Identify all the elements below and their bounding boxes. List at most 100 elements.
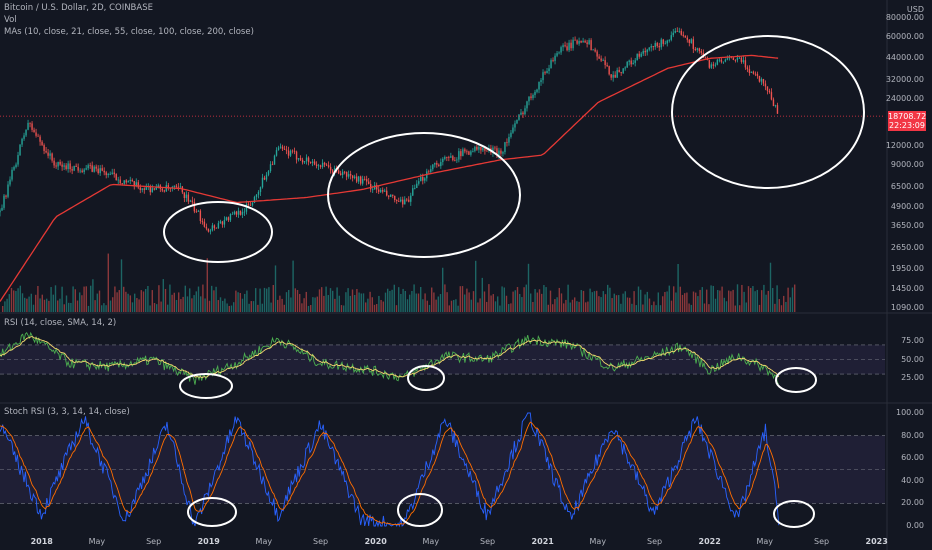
candle-body — [175, 185, 178, 187]
volume-bar — [492, 294, 494, 312]
stoch-rsi-label[interactable]: Stoch RSI (3, 3, 14, 14, close) — [4, 407, 130, 417]
volume-bar — [648, 298, 651, 312]
volume-bar — [402, 288, 404, 312]
volume-bar — [114, 286, 116, 312]
volume-bar — [508, 304, 510, 312]
candle-body — [486, 150, 488, 152]
volume-bar — [488, 284, 490, 312]
volume-bar — [794, 284, 796, 312]
volume-bar — [690, 304, 692, 312]
candle-body — [768, 90, 771, 93]
volume-bar — [739, 305, 741, 312]
candle-body — [664, 43, 666, 45]
candle-body — [522, 112, 524, 115]
candle-body — [416, 183, 418, 188]
candle-body — [327, 165, 330, 167]
candle-body — [592, 49, 594, 51]
candle-body — [153, 188, 155, 190]
volume-bar — [514, 290, 516, 312]
volume-bar — [349, 295, 351, 312]
rsi-label[interactable]: RSI (14, close, SMA, 14, 2) — [4, 318, 117, 328]
ma-label[interactable]: MAs (10, close, 21, close, 55, close, 10… — [4, 27, 254, 37]
volume-bar — [120, 259, 123, 312]
candle-body — [568, 42, 570, 51]
time-tick: Sep — [480, 537, 496, 546]
volume-bar — [567, 284, 569, 312]
candle-body — [229, 214, 232, 221]
candle-body — [498, 150, 500, 156]
volume-bar — [70, 302, 72, 312]
candle-body — [506, 142, 508, 144]
symbol-title[interactable]: Bitcoin / U.S. Dollar, 2D, COINBASE — [4, 3, 153, 13]
candle-body — [646, 49, 648, 53]
oscillator-tick: 25.00 — [901, 372, 924, 382]
volume-bar — [466, 288, 468, 312]
candle-body — [484, 147, 486, 151]
volume-label[interactable]: Vol — [4, 15, 17, 25]
volume-bar — [371, 297, 373, 312]
rsi-line — [0, 331, 779, 385]
candle-body — [323, 162, 326, 165]
volume-bar — [721, 286, 723, 312]
volume-bar — [255, 288, 257, 312]
volume-bar — [2, 305, 4, 312]
candle-body — [189, 200, 192, 202]
candle-body — [89, 165, 91, 167]
candle-body — [21, 138, 23, 145]
volume-bar — [615, 295, 618, 312]
candle-body — [15, 164, 17, 168]
candle-body — [91, 165, 93, 172]
candle-body — [31, 123, 33, 130]
candle-body — [544, 72, 546, 74]
volume-bar — [244, 293, 246, 312]
candle-body — [77, 166, 79, 171]
candle-body — [67, 163, 69, 169]
candle-body — [333, 168, 336, 173]
volume-bar — [637, 286, 640, 312]
candle-body — [23, 135, 25, 139]
candle-body — [139, 187, 141, 190]
time-tick: 2022 — [698, 537, 721, 546]
volume-bar — [360, 293, 362, 312]
candle-body — [163, 190, 166, 192]
price-tick: 24000.00 — [885, 94, 924, 104]
volume-bar — [646, 291, 648, 312]
volume-bar — [250, 301, 252, 312]
candle-body — [622, 68, 624, 74]
volume-bar — [532, 301, 534, 312]
volume-bar — [248, 303, 250, 312]
volume-bar — [173, 292, 175, 312]
candle-body — [237, 210, 240, 215]
volume-bar — [769, 262, 772, 312]
volume-bar — [692, 291, 695, 312]
candle-body — [414, 187, 416, 189]
time-tick: Sep — [647, 537, 663, 546]
candle-body — [600, 58, 602, 61]
candle-body — [121, 183, 123, 185]
candle-body — [676, 30, 678, 32]
volume-bar — [195, 291, 197, 312]
volume-bar — [505, 295, 508, 312]
volume-bar — [17, 288, 19, 312]
candle-body — [430, 169, 432, 172]
volume-bar — [347, 288, 349, 312]
annotation-circle — [327, 132, 521, 258]
candle-body — [73, 165, 75, 171]
annotation-circle — [671, 35, 865, 189]
candle-body — [7, 184, 9, 197]
candle-body — [315, 164, 318, 166]
candle-body — [319, 165, 322, 167]
volume-bar — [389, 290, 391, 312]
candle-body — [101, 168, 103, 171]
candle-body — [107, 173, 109, 175]
time-tick: May — [589, 537, 607, 546]
candle-body — [125, 180, 127, 183]
volume-bar — [677, 263, 679, 312]
volume-bar — [666, 291, 668, 312]
volume-bar — [241, 298, 244, 312]
rsi-signal-line — [0, 336, 780, 378]
candle-body — [508, 136, 510, 143]
volume-bar — [224, 298, 226, 312]
volume-bar — [101, 305, 103, 312]
